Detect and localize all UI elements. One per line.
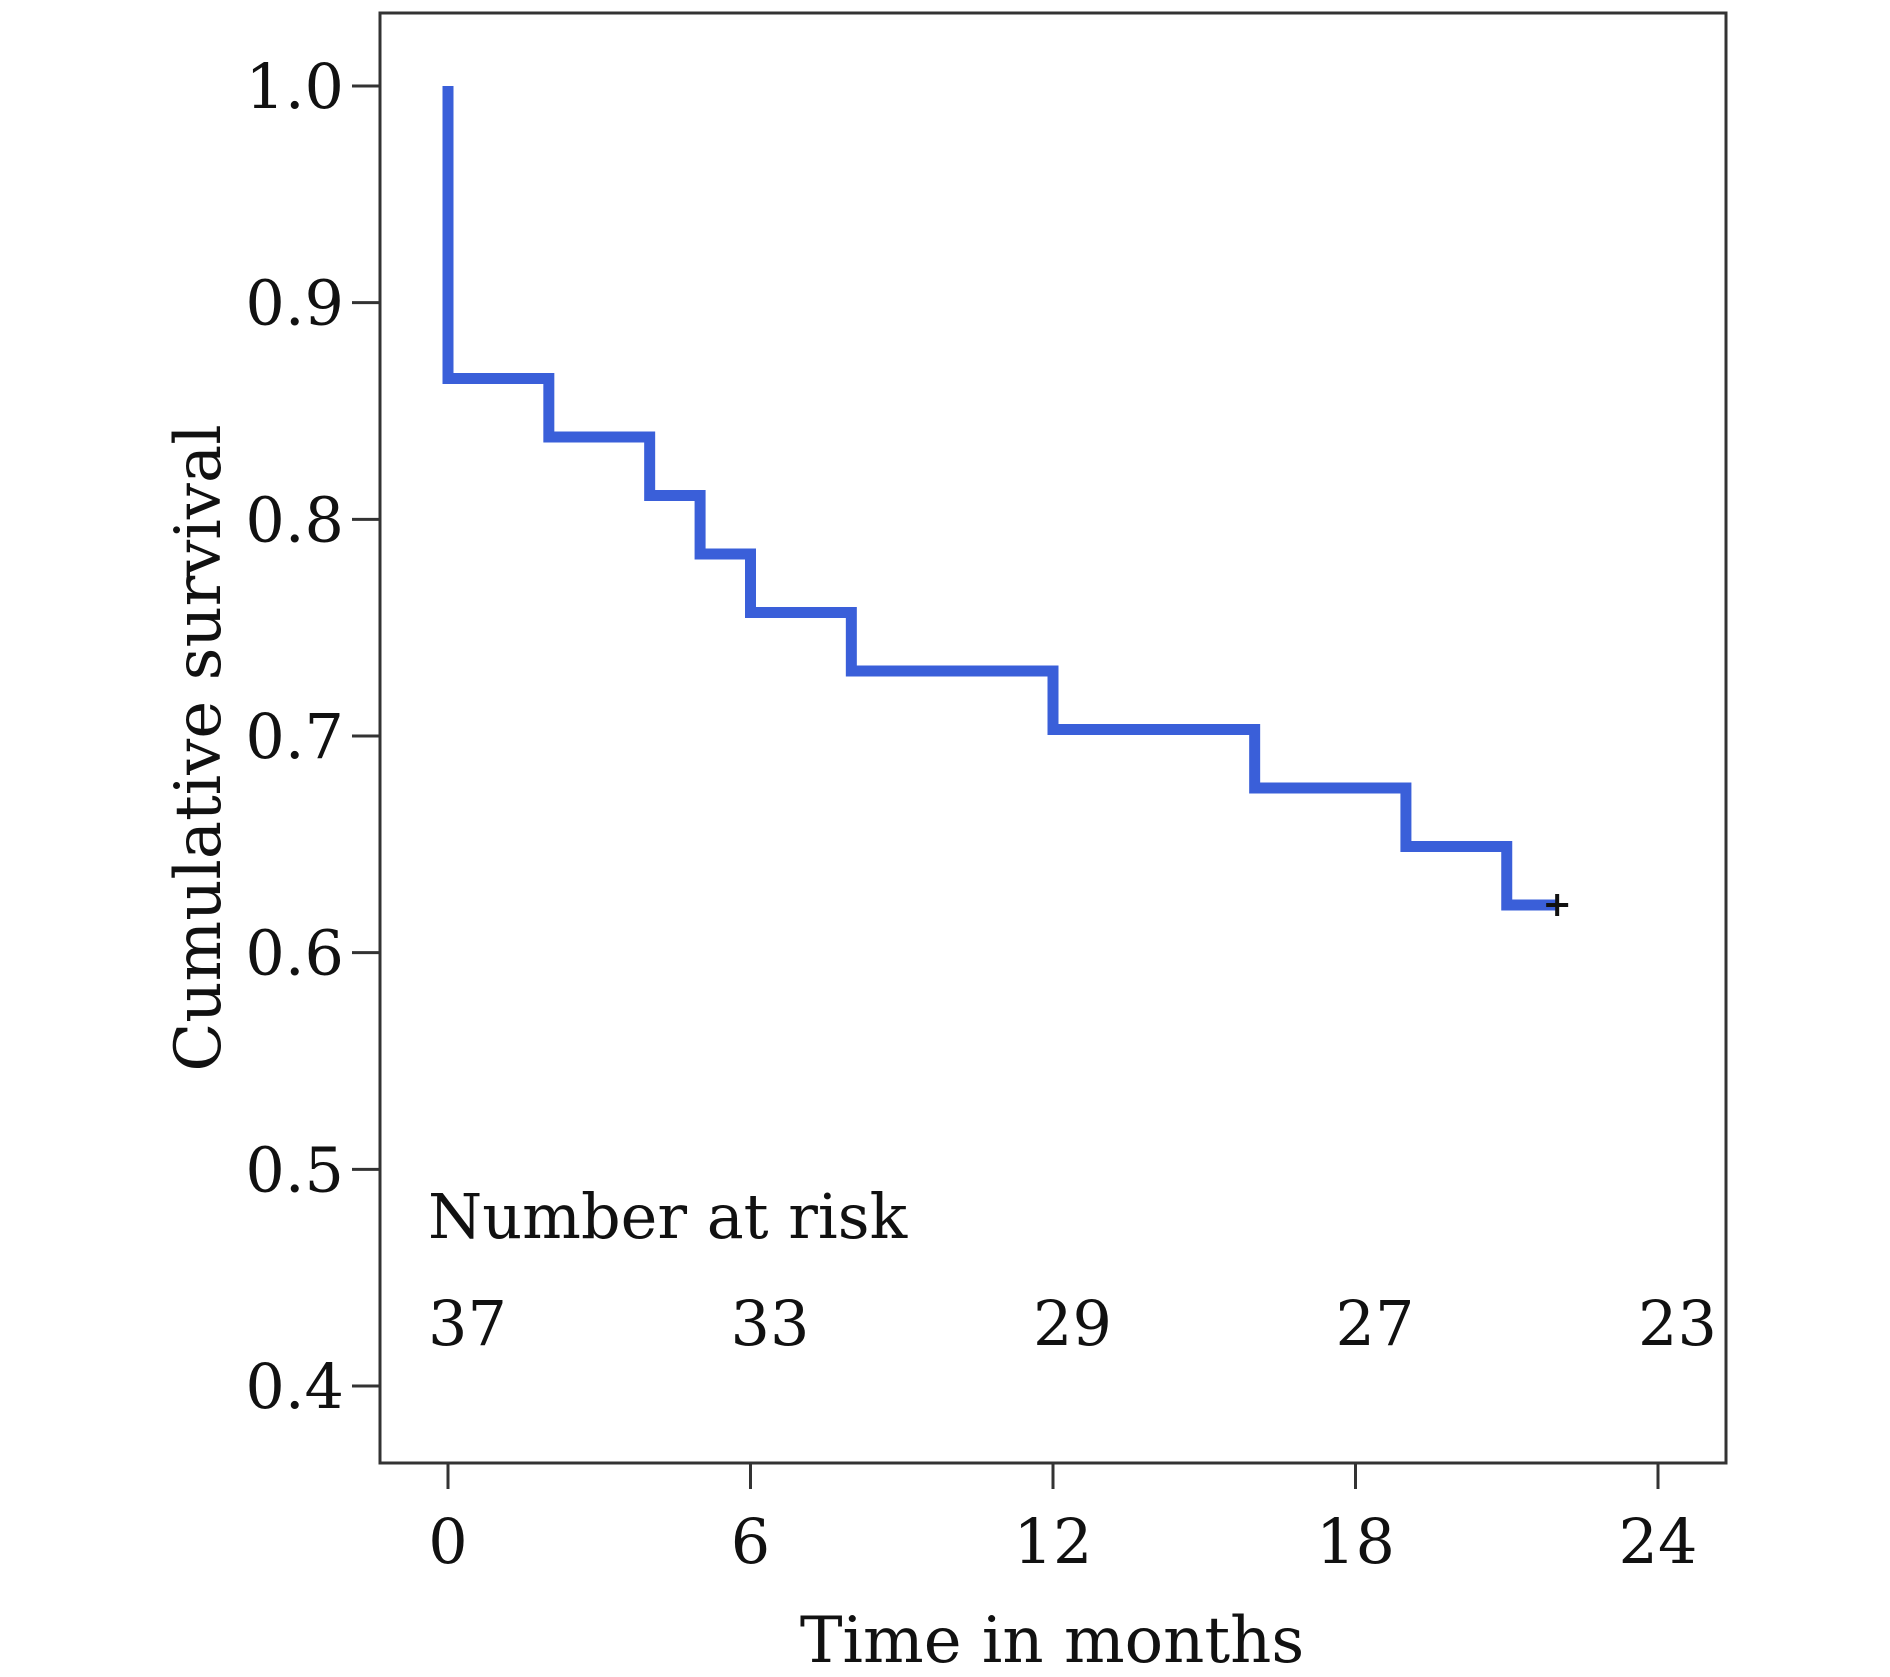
number-at-risk-value: 33 (731, 1287, 810, 1360)
y-axis-label: Cumulative survival (162, 424, 236, 1071)
x-axis-label: Time in months (800, 1604, 1304, 1677)
y-tick-label: 0.8 (245, 483, 344, 556)
x-tick-label: 6 (731, 1505, 770, 1578)
y-tick-label: 1.0 (245, 50, 344, 123)
x-tick-label: 12 (1014, 1505, 1093, 1578)
number-at-risk-value: 37 (428, 1287, 507, 1360)
y-tick-label: 0.6 (245, 917, 344, 990)
number-at-risk-value: 23 (1638, 1287, 1717, 1360)
x-tick-label: 24 (1619, 1505, 1698, 1578)
x-tick-label: 18 (1316, 1505, 1395, 1578)
y-tick-label: 0.5 (245, 1133, 344, 1206)
y-tick-label: 0.9 (245, 267, 344, 340)
number-at-risk-value: 27 (1336, 1287, 1415, 1360)
x-axis: 0 6 12 18 24 (428, 1463, 1697, 1578)
survival-series (442, 86, 1569, 916)
x-tick-label: 0 (428, 1505, 467, 1578)
y-axis: 0.4 0.5 0.6 0.7 0.8 0.9 1.0 (245, 50, 380, 1423)
survival-curve-line (442, 86, 1558, 911)
number-at-risk-title: Number at risk (428, 1180, 908, 1253)
y-tick-label: 0.7 (245, 700, 344, 773)
y-tick-label: 0.4 (245, 1350, 344, 1423)
number-at-risk-value: 29 (1033, 1287, 1112, 1360)
number-at-risk-table: Number at risk 37 33 29 27 23 (428, 1180, 1717, 1360)
